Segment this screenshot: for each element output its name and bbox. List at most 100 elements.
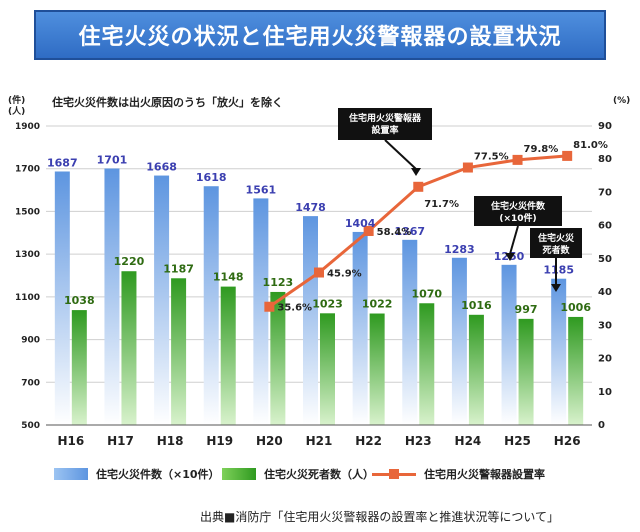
legend-fires-swatch	[54, 468, 88, 480]
y-left-tick-label: 1100	[15, 293, 40, 303]
x-tick-label: H21	[306, 434, 333, 448]
rate-marker	[264, 301, 275, 312]
x-tick-label: H23	[405, 434, 432, 448]
fires-bar	[402, 239, 418, 425]
x-tick-label: H19	[206, 434, 233, 448]
x-tick-label: H18	[157, 434, 184, 448]
rate-value-label: 35.6%	[277, 303, 312, 314]
deaths-bar	[171, 278, 187, 425]
chart-title-banner: 住宅火災の状況と住宅用火災警報器の設置状況	[34, 10, 606, 60]
deaths-value-label: 1022	[362, 298, 393, 311]
left-axis-unit: (件) (人)	[8, 96, 26, 117]
bar-layer	[54, 168, 584, 425]
x-tick-label: H25	[504, 434, 531, 448]
callout-rate-text: 設置率	[371, 124, 398, 136]
deaths-value-label: 1006	[560, 301, 591, 314]
deaths-bar	[320, 313, 335, 425]
y-right-tick-label: 0	[598, 420, 605, 431]
x-tick-label: H20	[256, 434, 283, 448]
fires-value-label: 1668	[146, 161, 177, 174]
legend-deaths-label: 住宅火災死者数（人）	[264, 468, 374, 481]
rate-marker	[512, 154, 523, 165]
fires-value-label: 1367	[394, 225, 425, 238]
fires-value-label: 1404	[345, 217, 376, 230]
deaths-bar	[270, 291, 286, 425]
rate-marker	[413, 181, 424, 192]
label-layer: 1687 1038 1701 1220 1668 1187 1618 1148 1561 1123…	[47, 140, 608, 316]
y-left-tick-label: 900	[21, 336, 40, 346]
deaths-bar	[220, 286, 236, 425]
rate-value-label: 79.8%	[524, 144, 559, 155]
deaths-value-label: 997	[515, 303, 538, 316]
legend-rate: 住宅用火災警報器設置率	[372, 466, 545, 482]
fires-bar	[352, 231, 368, 425]
deaths-bar	[419, 303, 435, 425]
callout-deaths-arrowhead	[551, 284, 561, 292]
fires-bar	[253, 198, 269, 425]
chart-note: 住宅火災件数は出火原因のうち「放火」を除く	[52, 96, 283, 109]
fires-value-label: 1701	[97, 154, 128, 167]
y-left-tick-label: 1900	[15, 122, 40, 132]
deaths-value-label: 1016	[461, 299, 492, 312]
fires-value-label: 1185	[543, 264, 574, 277]
rate-marker	[462, 162, 473, 173]
chart-title: 住宅火災の状況と住宅用火災警報器の設置状況	[78, 25, 562, 50]
x-tick-label: H16	[57, 434, 84, 448]
fires-bar	[303, 216, 318, 425]
right-axis-unit: (%)	[613, 96, 631, 106]
combo-chart: 1687 1038 1701 1220 1668 1187 1618 1148 1561 1123…	[15, 108, 612, 448]
deaths-value-label: 1187	[163, 262, 194, 275]
callout-rate-box	[338, 108, 432, 140]
fires-bar	[104, 168, 120, 425]
fires-bar	[551, 278, 567, 425]
y-right-tick-label: 80	[598, 154, 612, 165]
fires-bar	[203, 186, 219, 425]
fires-value-label: 1283	[444, 243, 475, 256]
callout-fires-box	[474, 196, 562, 226]
y-right-tick-label: 60	[598, 221, 612, 232]
legend-rate-swatch	[372, 468, 416, 480]
deaths-value-label: 1220	[114, 255, 145, 268]
x-tick-label: H22	[355, 434, 382, 448]
x-tick-label: H24	[455, 434, 482, 448]
y-left-tick-label: 500	[21, 421, 40, 431]
callout-deaths-box	[530, 228, 582, 258]
rate-marker	[363, 225, 374, 236]
fires-value-label: 1618	[196, 171, 227, 184]
fires-bar	[451, 257, 467, 425]
fires-value-label: 1478	[295, 201, 326, 214]
fires-bar	[501, 264, 517, 425]
rate-marker	[314, 267, 324, 278]
source-note: 出典■消防庁「住宅用火災警報器の設置率と推進状況等について」	[200, 510, 559, 524]
fires-bar	[54, 171, 70, 425]
rate-value-label: 77.5%	[474, 152, 509, 163]
legend-deaths-swatch	[222, 468, 256, 480]
line-layer	[264, 150, 573, 312]
y-right-tick-label: 70	[598, 187, 612, 198]
deaths-bar	[121, 271, 137, 425]
callout-deaths-text: 死者数	[541, 244, 570, 256]
y-right-tick-label: 20	[598, 354, 612, 365]
deaths-value-label: 1023	[312, 297, 343, 310]
rate-value-label: 71.7%	[424, 199, 459, 210]
deaths-value-label: 1123	[263, 276, 294, 289]
fires-bar	[154, 175, 170, 425]
callout-fires-arrow-line	[509, 225, 519, 255]
callout-deaths-text: 住宅火災	[538, 232, 575, 244]
deaths-value-label: 1070	[411, 287, 442, 300]
deaths-bar	[468, 314, 484, 425]
callout-rate-arrowhead	[411, 168, 421, 176]
legend-fires: 住宅火災件数（×10件）	[54, 466, 220, 482]
deaths-bar	[71, 310, 87, 425]
callout-rate-arrow-line	[384, 139, 417, 170]
y-right-tick-label: 50	[598, 254, 612, 265]
rate-value-label: 58.4%	[377, 227, 412, 238]
callout-fires-arrowhead	[505, 253, 515, 261]
deaths-bar	[518, 318, 534, 425]
y-right-tick-label: 30	[598, 320, 612, 331]
deaths-value-label: 1148	[213, 271, 244, 284]
legend-fires-label: 住宅火災件数（×10件）	[96, 468, 220, 481]
y-left-tick-label: 1700	[15, 165, 40, 175]
x-tick-label: H17	[107, 434, 134, 448]
